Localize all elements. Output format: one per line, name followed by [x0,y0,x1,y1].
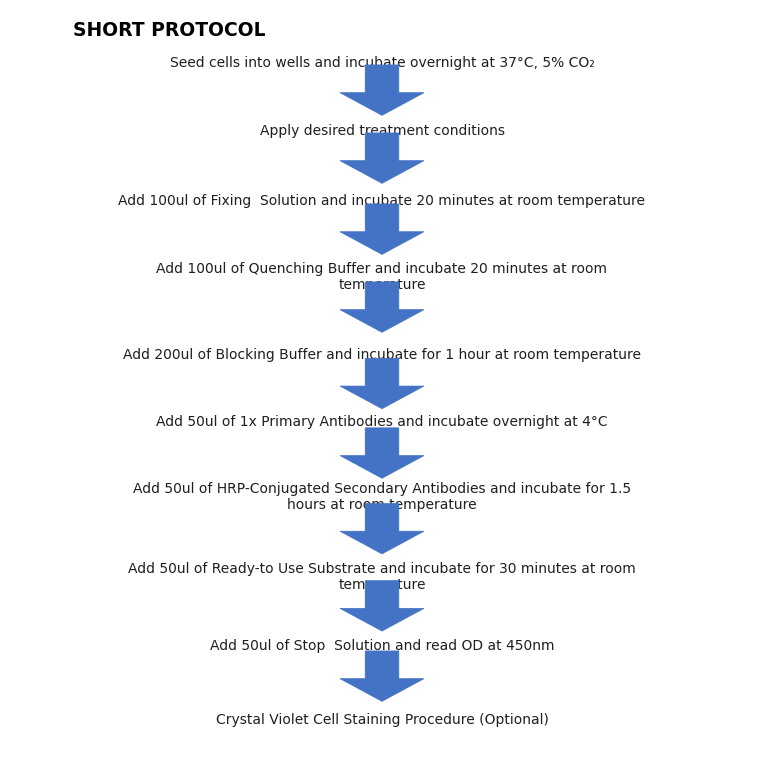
Text: Add 200ul of Blocking Buffer and incubate for 1 hour at room temperature: Add 200ul of Blocking Buffer and incubat… [123,348,641,362]
Polygon shape [340,651,424,701]
Text: Apply desired treatment conditions: Apply desired treatment conditions [260,125,504,138]
Polygon shape [340,428,424,478]
Polygon shape [340,65,424,115]
Text: SHORT PROTOCOL: SHORT PROTOCOL [73,21,265,40]
Text: Seed cells into wells and incubate overnight at 37°C, 5% CO₂: Seed cells into wells and incubate overn… [170,56,594,70]
Text: Add 50ul of 1x Primary Antibodies and incubate overnight at 4°C: Add 50ul of 1x Primary Antibodies and in… [156,416,608,429]
Text: Add 100ul of Fixing  Solution and incubate 20 minutes at room temperature: Add 100ul of Fixing Solution and incubat… [118,194,646,208]
Polygon shape [340,204,424,254]
Polygon shape [340,581,424,631]
Text: Add 50ul of Stop  Solution and read OD at 450nm: Add 50ul of Stop Solution and read OD at… [210,639,554,652]
Polygon shape [340,282,424,332]
Polygon shape [340,503,424,554]
Polygon shape [340,358,424,409]
Polygon shape [340,133,424,183]
Text: Add 50ul of Ready-to Use Substrate and incubate for 30 minutes at room
temperatu: Add 50ul of Ready-to Use Substrate and i… [128,562,636,592]
Text: Crystal Violet Cell Staining Procedure (Optional): Crystal Violet Cell Staining Procedure (… [215,713,549,727]
Text: Add 100ul of Quenching Buffer and incubate 20 minutes at room
temperature: Add 100ul of Quenching Buffer and incuba… [157,262,607,293]
Text: Add 50ul of HRP-Conjugated Secondary Antibodies and incubate for 1.5
hours at ro: Add 50ul of HRP-Conjugated Secondary Ant… [133,481,631,512]
